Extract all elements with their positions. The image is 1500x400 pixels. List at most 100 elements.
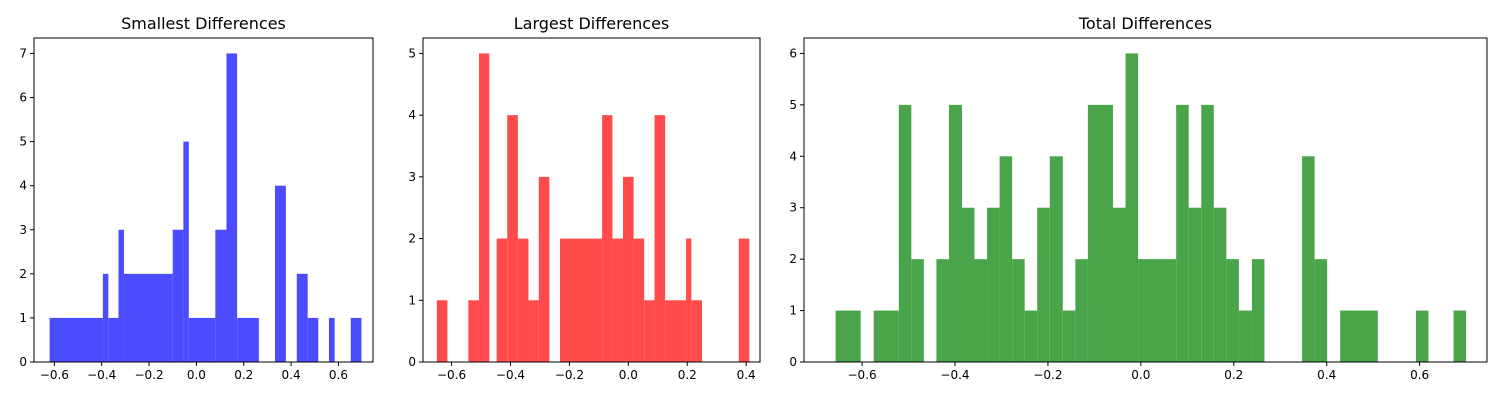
y-tick-label: 1 [789, 304, 797, 318]
histogram-bar [1176, 104, 1189, 362]
histogram-bar [102, 273, 109, 362]
x-tick-label: −0.2 [134, 368, 163, 382]
histogram-bar [188, 317, 216, 362]
histogram-bar [1201, 104, 1214, 362]
histogram-bar [528, 300, 539, 362]
y-tick-label: 1 [19, 311, 27, 325]
y-tick-label: 3 [789, 201, 797, 215]
histogram-bar [328, 317, 335, 362]
axes-frame [803, 37, 1488, 363]
histogram-bar [961, 207, 975, 362]
y-tick-label: 5 [789, 98, 797, 112]
histogram-bar [911, 259, 924, 362]
histogram-bar [183, 141, 189, 362]
histogram-bar [1012, 259, 1025, 362]
histogram-bar [123, 273, 173, 362]
y-tick-label: 4 [19, 179, 27, 193]
axes-frame [33, 37, 374, 363]
y-tick-label: 5 [408, 46, 416, 60]
axes-frame [422, 37, 761, 363]
histogram-bar [936, 259, 949, 362]
histogram-bar [974, 259, 988, 362]
histogram-bar [1340, 310, 1378, 362]
histogram-bar [538, 176, 550, 362]
y-tick-label: 0 [789, 355, 797, 369]
x-tick-label: −0.6 [848, 368, 877, 382]
bars-layer [835, 53, 1467, 363]
x-tick-label: −0.2 [555, 368, 584, 382]
histogram-bar [1049, 156, 1063, 362]
histogram-bar [496, 238, 508, 362]
histogram-bar [307, 317, 319, 362]
histogram-bar [1024, 310, 1038, 362]
histogram-bar [1415, 310, 1429, 362]
bars-layer [436, 53, 750, 363]
histogram-bar [118, 229, 124, 362]
y-tick-label: 4 [408, 108, 416, 122]
x-tick-label: 0.0 [1131, 368, 1150, 382]
histogram-bar [1138, 259, 1177, 362]
x-tick-label: 0.2 [234, 368, 253, 382]
y-tick-label: 2 [19, 267, 27, 281]
histogram-bar [1314, 259, 1328, 362]
x-tick-label: 0.6 [1410, 368, 1429, 382]
histogram-bar [215, 229, 227, 362]
histogram-bar [987, 207, 1000, 362]
histogram-bar [468, 300, 479, 362]
histogram-bar [654, 115, 666, 363]
x-tick-label: −0.4 [496, 368, 525, 382]
histogram-bar [691, 300, 702, 362]
histogram-bar [436, 300, 448, 362]
histogram-bar [665, 300, 687, 362]
ticks-layer: −0.6 −0.4 −0.2 0.0 0.2 0.4 0.6 0 1 2 3 4 5 6 [789, 46, 1429, 382]
histogram-bar [1112, 207, 1126, 362]
histogram-bar [172, 229, 184, 362]
y-tick-label: 2 [408, 232, 416, 246]
histogram-bar [507, 115, 518, 363]
y-tick-label: 3 [408, 170, 416, 184]
x-tick-label: −0.6 [40, 368, 69, 382]
histogram-bar [738, 238, 750, 362]
histogram-bar [602, 115, 613, 363]
histogram-bar [1188, 207, 1202, 362]
histogram-bar [478, 53, 490, 363]
histogram-bar [1302, 156, 1315, 362]
y-tick-label: 3 [19, 223, 27, 237]
histogram-bar [686, 238, 692, 362]
histogram-bar [1037, 207, 1050, 362]
x-tick-label: −0.4 [940, 368, 969, 382]
histogram-bar [1213, 207, 1227, 362]
histogram-bar [274, 185, 286, 362]
ticks-layer: −0.6 −0.4 −0.2 0.0 0.2 0.4 0.6 0 1 2 3 4 5 6 7 [19, 46, 348, 382]
histogram-bar [296, 273, 308, 362]
x-tick-label: 0.6 [329, 368, 348, 382]
histogram-bar [999, 156, 1013, 362]
y-tick-label: 4 [789, 149, 797, 163]
histogram-bar [559, 238, 603, 362]
histogram-bar [1075, 259, 1088, 362]
histogram-bar [1226, 259, 1239, 362]
chart-title-total-differences: Total Differences [1078, 14, 1212, 33]
histogram-bar [835, 310, 861, 362]
histogram-bar [1125, 53, 1139, 363]
histogram-bar [644, 300, 655, 362]
histogram-bar [1453, 310, 1467, 362]
histogram-bar [517, 238, 529, 362]
histogram-bar [1251, 259, 1265, 362]
y-tick-label: 0 [408, 355, 416, 369]
histogram-bar [226, 53, 238, 363]
x-tick-label: 0.0 [187, 368, 206, 382]
histogram-bar [948, 104, 962, 362]
x-tick-label: 0.4 [1317, 368, 1336, 382]
chart-title-smallest-differences: Smallest Differences [121, 14, 286, 33]
histogram-bar [898, 104, 912, 362]
histogram-largest-differences: Largest Differences −0.6 −0.4 −0.2 0.0 0.2 0.… [408, 14, 761, 382]
y-tick-label: 6 [19, 91, 27, 105]
histogram-smallest-differences: Smallest Differences −0.6 −0.4 −0.2 0.0 0.2 0… [19, 14, 374, 382]
x-tick-label: 0.2 [678, 368, 697, 382]
histogram-bar [623, 176, 634, 362]
x-tick-label: −0.4 [87, 368, 116, 382]
bars-layer [49, 53, 362, 363]
x-tick-label: 0.4 [737, 368, 756, 382]
